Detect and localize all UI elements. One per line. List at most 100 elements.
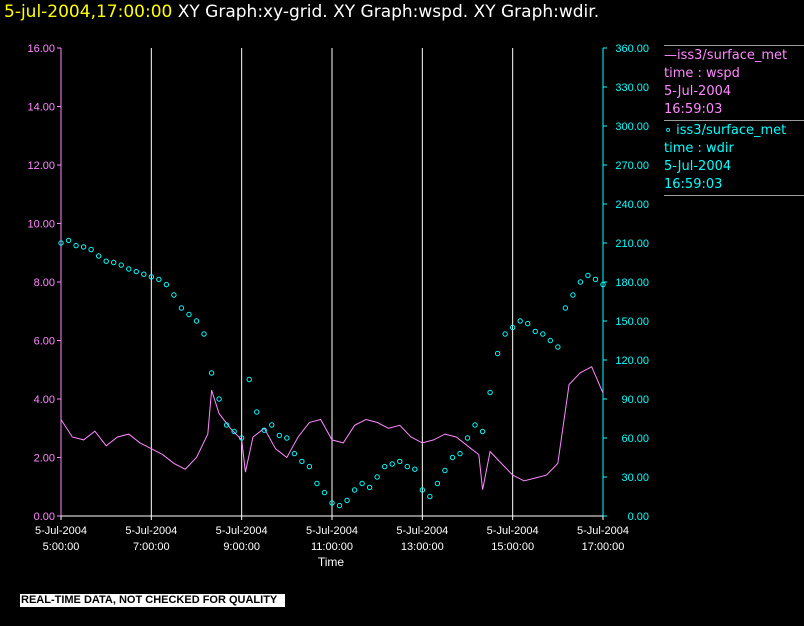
wdir-point	[562, 305, 569, 311]
x-tick-label-time: 17:00:00	[582, 541, 625, 553]
y-right-tick-label: 0.00	[628, 511, 649, 523]
legend-entry-wspd: —iss3/surface_met time : wspd 5-Jul-2004…	[664, 47, 804, 119]
wdir-point	[397, 458, 403, 465]
legend-field: time : wspd	[664, 66, 740, 81]
wdir-point	[73, 242, 79, 249]
x-tick-label-time: 11:00:00	[311, 541, 353, 553]
wdir-point	[148, 274, 155, 280]
wdir-point	[381, 463, 388, 470]
wdir-point	[141, 271, 147, 277]
y-right-tick-label: 30.00	[621, 472, 649, 484]
wdir-point	[208, 370, 215, 376]
wdir-point	[592, 276, 599, 283]
y-right-tick-label: 180.00	[615, 277, 649, 289]
quality-warning-banner: REAL-TIME DATA, NOT CHECKED FOR QUALITY	[20, 594, 286, 607]
wdir-point	[216, 396, 222, 402]
y-left-tick-label: 10.00	[27, 219, 55, 231]
wdir-point	[555, 344, 561, 350]
wdir-point	[238, 435, 245, 441]
legend-divider	[664, 45, 804, 46]
window-title: 5-jul-2004,17:00:00 XY Graph:xy-grid. XY…	[4, 2, 599, 22]
wdir-point	[306, 463, 313, 470]
legend-entry-wdir: ∘ iss3/surface_met time : wdir 5-Jul-2004…	[664, 122, 804, 194]
wdir-point	[299, 458, 305, 465]
wdir-point	[509, 324, 516, 331]
x-tick-label-time: 9:00:00	[223, 541, 260, 553]
wdir-point	[419, 487, 426, 493]
y-right-tick-label: 360.00	[615, 43, 649, 55]
wdir-point	[434, 480, 441, 487]
x-tick-label-date: 5-Jul-2004	[396, 525, 448, 537]
wdir-point	[171, 292, 177, 298]
x-tick-label-time: 5:00:00	[43, 541, 80, 553]
y-left-tick-label: 4.00	[34, 394, 55, 406]
y-right-tick-label: 150.00	[615, 316, 649, 328]
wspd-line	[60, 366, 604, 490]
x-tick-label-time: 13:00:00	[401, 541, 444, 553]
wdir-point	[276, 432, 283, 439]
x-tick-label-date: 5-Jul-2004	[35, 525, 87, 537]
wdir-point	[95, 253, 102, 259]
wdir-point	[517, 318, 523, 324]
wdir-point	[457, 450, 463, 457]
wdir-point	[246, 376, 252, 383]
wdir-point	[65, 237, 72, 244]
title-timestamp: 5-jul-2004,17:00:00	[4, 2, 173, 22]
wdir-point	[88, 246, 94, 253]
y-right-tick-label: 60.00	[621, 433, 649, 445]
wdir-point	[359, 480, 365, 487]
wdir-point	[314, 480, 320, 487]
wdir-point	[133, 268, 139, 275]
wdir-point	[532, 328, 538, 335]
wdir-point	[193, 318, 200, 324]
wdir-point	[464, 435, 471, 441]
y-right-tick-label: 240.00	[615, 199, 649, 211]
wdir-point	[404, 463, 410, 470]
x-axis-tick-labels: 5-Jul-2004 5:00:00 5-Jul-2004 7:00:00 5-Jul-…	[35, 516, 629, 553]
wdir-point	[110, 259, 117, 266]
x-tick-label-time: 15:00:00	[491, 541, 534, 553]
wdir-point	[472, 422, 478, 428]
x-tick-label-date: 5-Jul-2004	[487, 525, 539, 537]
plot-series	[58, 237, 606, 509]
y-right-tick-label: 90.00	[621, 394, 649, 406]
wdir-point	[291, 450, 298, 457]
wdir-point	[269, 422, 275, 428]
circle-marker-icon: ∘	[664, 123, 673, 138]
wdir-point	[254, 409, 260, 415]
series-wdir	[58, 237, 606, 509]
legend-field: time : wdir	[664, 141, 734, 156]
wdir-point	[570, 292, 576, 298]
legend-series-name: iss3/surface_met	[677, 48, 788, 63]
wdir-point	[366, 484, 373, 491]
series-wspd	[60, 366, 604, 490]
wdir-point	[231, 428, 237, 435]
y-left-tick-label: 12.00	[27, 160, 55, 172]
x-tick-label-date: 5-Jul-2004	[125, 525, 177, 537]
x-tick-label-date: 5-Jul-2004	[216, 525, 268, 537]
wdir-point	[156, 276, 162, 283]
wdir-point	[502, 331, 508, 337]
wdir-point	[412, 466, 418, 472]
wdir-point	[374, 474, 380, 480]
wdir-point	[525, 320, 531, 327]
wdir-point	[577, 279, 584, 285]
y-right-tick-label: 120.00	[615, 355, 649, 367]
wdir-point	[58, 240, 64, 246]
wdir-point	[329, 500, 335, 506]
legend-time: 16:59:03	[664, 102, 723, 117]
legend-divider	[664, 195, 804, 196]
legend-time: 16:59:03	[664, 177, 723, 192]
plot-axes: 0.00 2.00 4.00 6.00 8.00 10.00 12.00 14.00 16.00…	[27, 43, 649, 523]
wdir-point	[336, 502, 343, 509]
line-marker-icon: —	[664, 48, 677, 63]
wdir-point	[540, 331, 546, 337]
wdir-point	[103, 258, 109, 264]
wdir-point	[80, 244, 87, 250]
wdir-point	[163, 281, 170, 288]
wdir-point	[186, 311, 192, 318]
wdir-point	[344, 497, 350, 504]
vertical-grid	[60, 48, 604, 516]
y-right-tick-label: 330.00	[615, 82, 649, 94]
